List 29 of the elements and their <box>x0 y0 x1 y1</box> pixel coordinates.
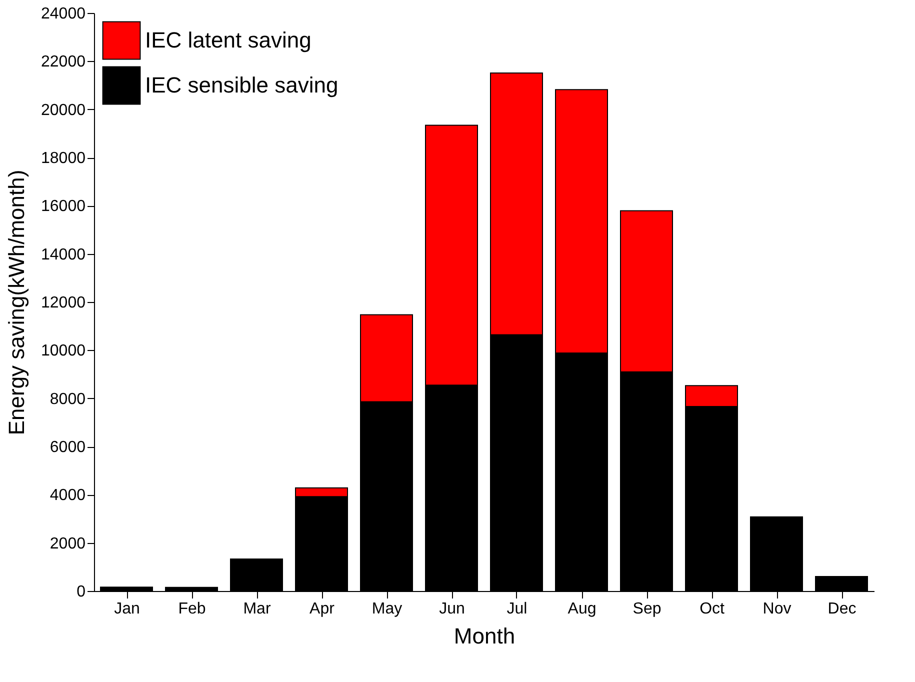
y-tick-label: 10000 <box>41 342 86 360</box>
x-tick-label: Oct <box>700 600 725 618</box>
y-tick-label: 6000 <box>50 439 86 456</box>
x-tick-label: Mar <box>243 600 272 618</box>
x-tick-label: Nov <box>762 600 792 618</box>
y-tick-label: 8000 <box>50 390 86 408</box>
legend-label: IEC latent saving <box>145 28 312 52</box>
y-tick-label: 18000 <box>41 150 86 167</box>
y-tick-label: 22000 <box>41 54 86 71</box>
x-tick-label: Sep <box>632 600 662 618</box>
x-tick-label: Feb <box>178 600 206 618</box>
y-tick-label: 24000 <box>41 6 86 22</box>
y-axis-title: Energy saving(kWh/month) <box>4 170 30 436</box>
y-tick-label: 20000 <box>41 102 86 119</box>
y-tick-label: 16000 <box>41 198 86 216</box>
y-tick-label: 4000 <box>50 487 86 504</box>
y-tick-label: 14000 <box>41 246 86 264</box>
y-tick-label: 2000 <box>50 535 86 552</box>
x-tick-label: Apr <box>310 600 336 618</box>
x-axis-title: Month <box>454 624 516 648</box>
y-tick-label: 12000 <box>41 294 86 312</box>
x-tick-label: Jan <box>114 600 140 618</box>
x-tick-label: May <box>372 600 402 618</box>
x-tick-label: Dec <box>828 600 856 618</box>
x-tick-label: Jul <box>506 600 528 618</box>
x-tick-label: Aug <box>568 600 596 618</box>
x-tick-label: Jun <box>439 600 465 618</box>
y-tick-label: 0 <box>76 584 86 600</box>
legend-label: IEC sensible saving <box>145 72 338 98</box>
